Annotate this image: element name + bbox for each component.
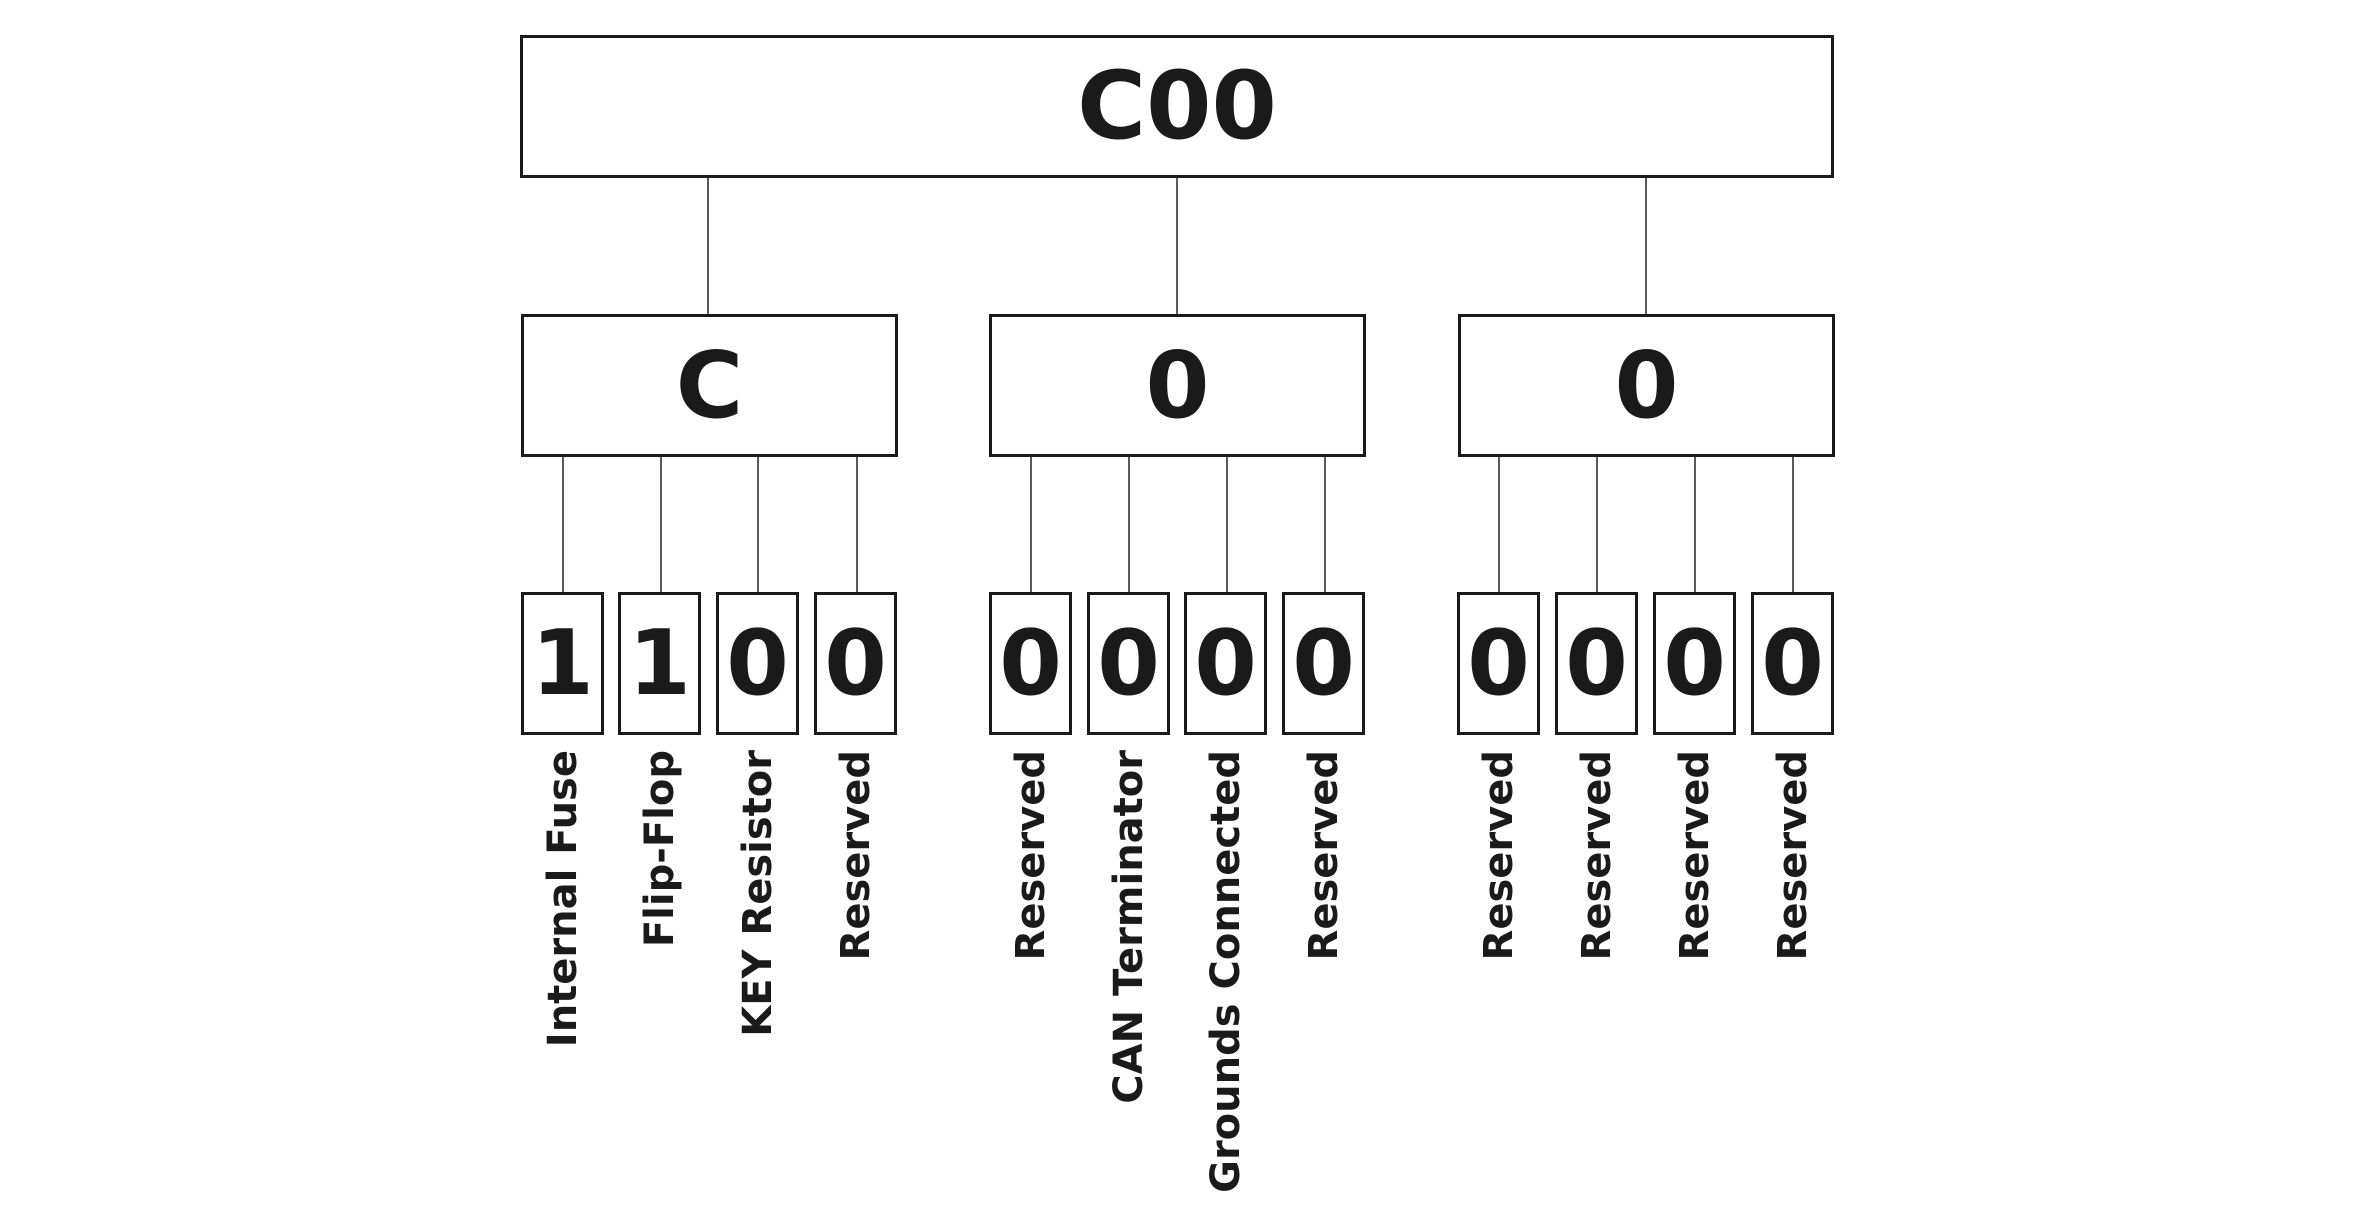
bit-box: 0 — [1555, 592, 1638, 735]
bit-label: Reserved — [1301, 750, 1347, 961]
bit-box: 0 — [1653, 592, 1736, 735]
nibble-label: C — [675, 331, 744, 439]
bit-label: Reserved — [1672, 750, 1718, 961]
bit-box: 0 — [1087, 592, 1170, 735]
bit-box: 0 — [1457, 592, 1540, 735]
bit-value: 0 — [1097, 610, 1160, 716]
bit-value: 0 — [1194, 610, 1257, 716]
nibble-3-connector-2 — [1596, 457, 1598, 593]
bit-label: KEY Resistor — [735, 750, 781, 1037]
nibble-3-connector-3 — [1694, 457, 1696, 593]
bit-label: Reserved — [1770, 750, 1816, 961]
nibble-box-3: 0 — [1458, 314, 1835, 457]
bit-label: Grounds Connected — [1203, 750, 1249, 1193]
bit-label: Reserved — [833, 750, 879, 961]
bit-box: 0 — [814, 592, 897, 735]
nibble-box-1: C — [521, 314, 898, 457]
bit-box: 0 — [1282, 592, 1365, 735]
bit-value: 0 — [1292, 610, 1355, 716]
bit-box: 1 — [618, 592, 701, 735]
nibble-box-2: 0 — [989, 314, 1366, 457]
root-connector-1 — [707, 178, 709, 315]
nibble-label: 0 — [1145, 331, 1210, 439]
root-code-box: C00 — [520, 35, 1834, 178]
root-connector-3 — [1645, 178, 1647, 315]
bit-box: 0 — [1751, 592, 1834, 735]
bit-label: CAN Terminator — [1106, 750, 1152, 1104]
nibble-3-connector-4 — [1792, 457, 1794, 593]
nibble-1-connector-4 — [856, 457, 858, 593]
nibble-1-connector-1 — [562, 457, 564, 593]
bit-box: 1 — [521, 592, 604, 735]
nibble-3-connector-1 — [1498, 457, 1500, 593]
bit-value: 0 — [1467, 610, 1530, 716]
bit-value: 0 — [999, 610, 1062, 716]
nibble-label: 0 — [1614, 331, 1679, 439]
bit-box: 0 — [716, 592, 799, 735]
bit-label: Reserved — [1574, 750, 1620, 961]
bit-box: 0 — [1184, 592, 1267, 735]
bit-value: 0 — [1663, 610, 1726, 716]
nibble-2-connector-4 — [1324, 457, 1326, 593]
bit-value: 1 — [628, 610, 691, 716]
nibble-1-connector-2 — [660, 457, 662, 593]
bit-label: Internal Fuse — [540, 750, 586, 1048]
nibble-1-connector-3 — [757, 457, 759, 593]
nibble-2-connector-3 — [1226, 457, 1228, 593]
bit-value: 0 — [824, 610, 887, 716]
nibble-2-connector-2 — [1128, 457, 1130, 593]
nibble-2-connector-1 — [1030, 457, 1032, 593]
bit-value: 0 — [1761, 610, 1824, 716]
bit-label: Flip-Flop — [637, 750, 683, 948]
bit-value: 0 — [1565, 610, 1628, 716]
bit-value: 1 — [531, 610, 594, 716]
root-code-label: C00 — [1077, 51, 1277, 161]
bit-label: Reserved — [1476, 750, 1522, 961]
bit-value: 0 — [726, 610, 789, 716]
bit-box: 0 — [989, 592, 1072, 735]
root-connector-2 — [1176, 178, 1178, 315]
bit-label: Reserved — [1008, 750, 1054, 961]
